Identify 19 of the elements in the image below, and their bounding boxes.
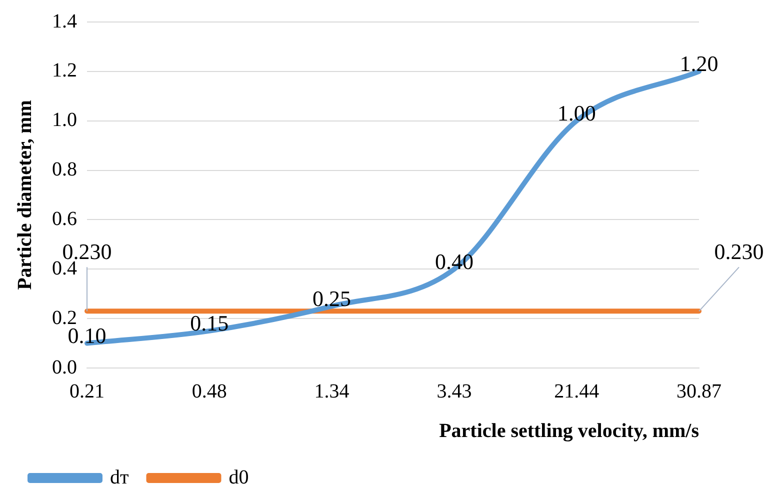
legend-label: dт — [110, 466, 129, 488]
data-label: 0.25 — [312, 286, 352, 311]
x-tick-label: 30.87 — [676, 380, 722, 402]
y-axis-title: Particle diameter, mm — [14, 100, 36, 290]
y-tick-label: 0.0 — [52, 356, 77, 378]
legend-label: d0 — [228, 466, 249, 488]
x-tick-label: 0.21 — [70, 380, 104, 402]
data-label: 0.230 — [714, 238, 764, 264]
y-tick-label: 1.2 — [52, 60, 77, 82]
y-tick-label: 1.4 — [52, 10, 77, 32]
x-tick-label: 3.43 — [436, 380, 472, 402]
x-tick-label: 1.34 — [314, 380, 350, 402]
y-tick-label: 0.8 — [52, 158, 77, 181]
y-tick-label: 1.0 — [52, 109, 77, 132]
data-label: 1.20 — [680, 51, 718, 76]
x-tick-label: 0.48 — [192, 380, 227, 402]
x-tick-label: 21.44 — [554, 380, 600, 402]
y-tick-label: 0.6 — [52, 208, 77, 230]
x-axis-title: Particle settling velocity, mm/s — [439, 420, 700, 442]
